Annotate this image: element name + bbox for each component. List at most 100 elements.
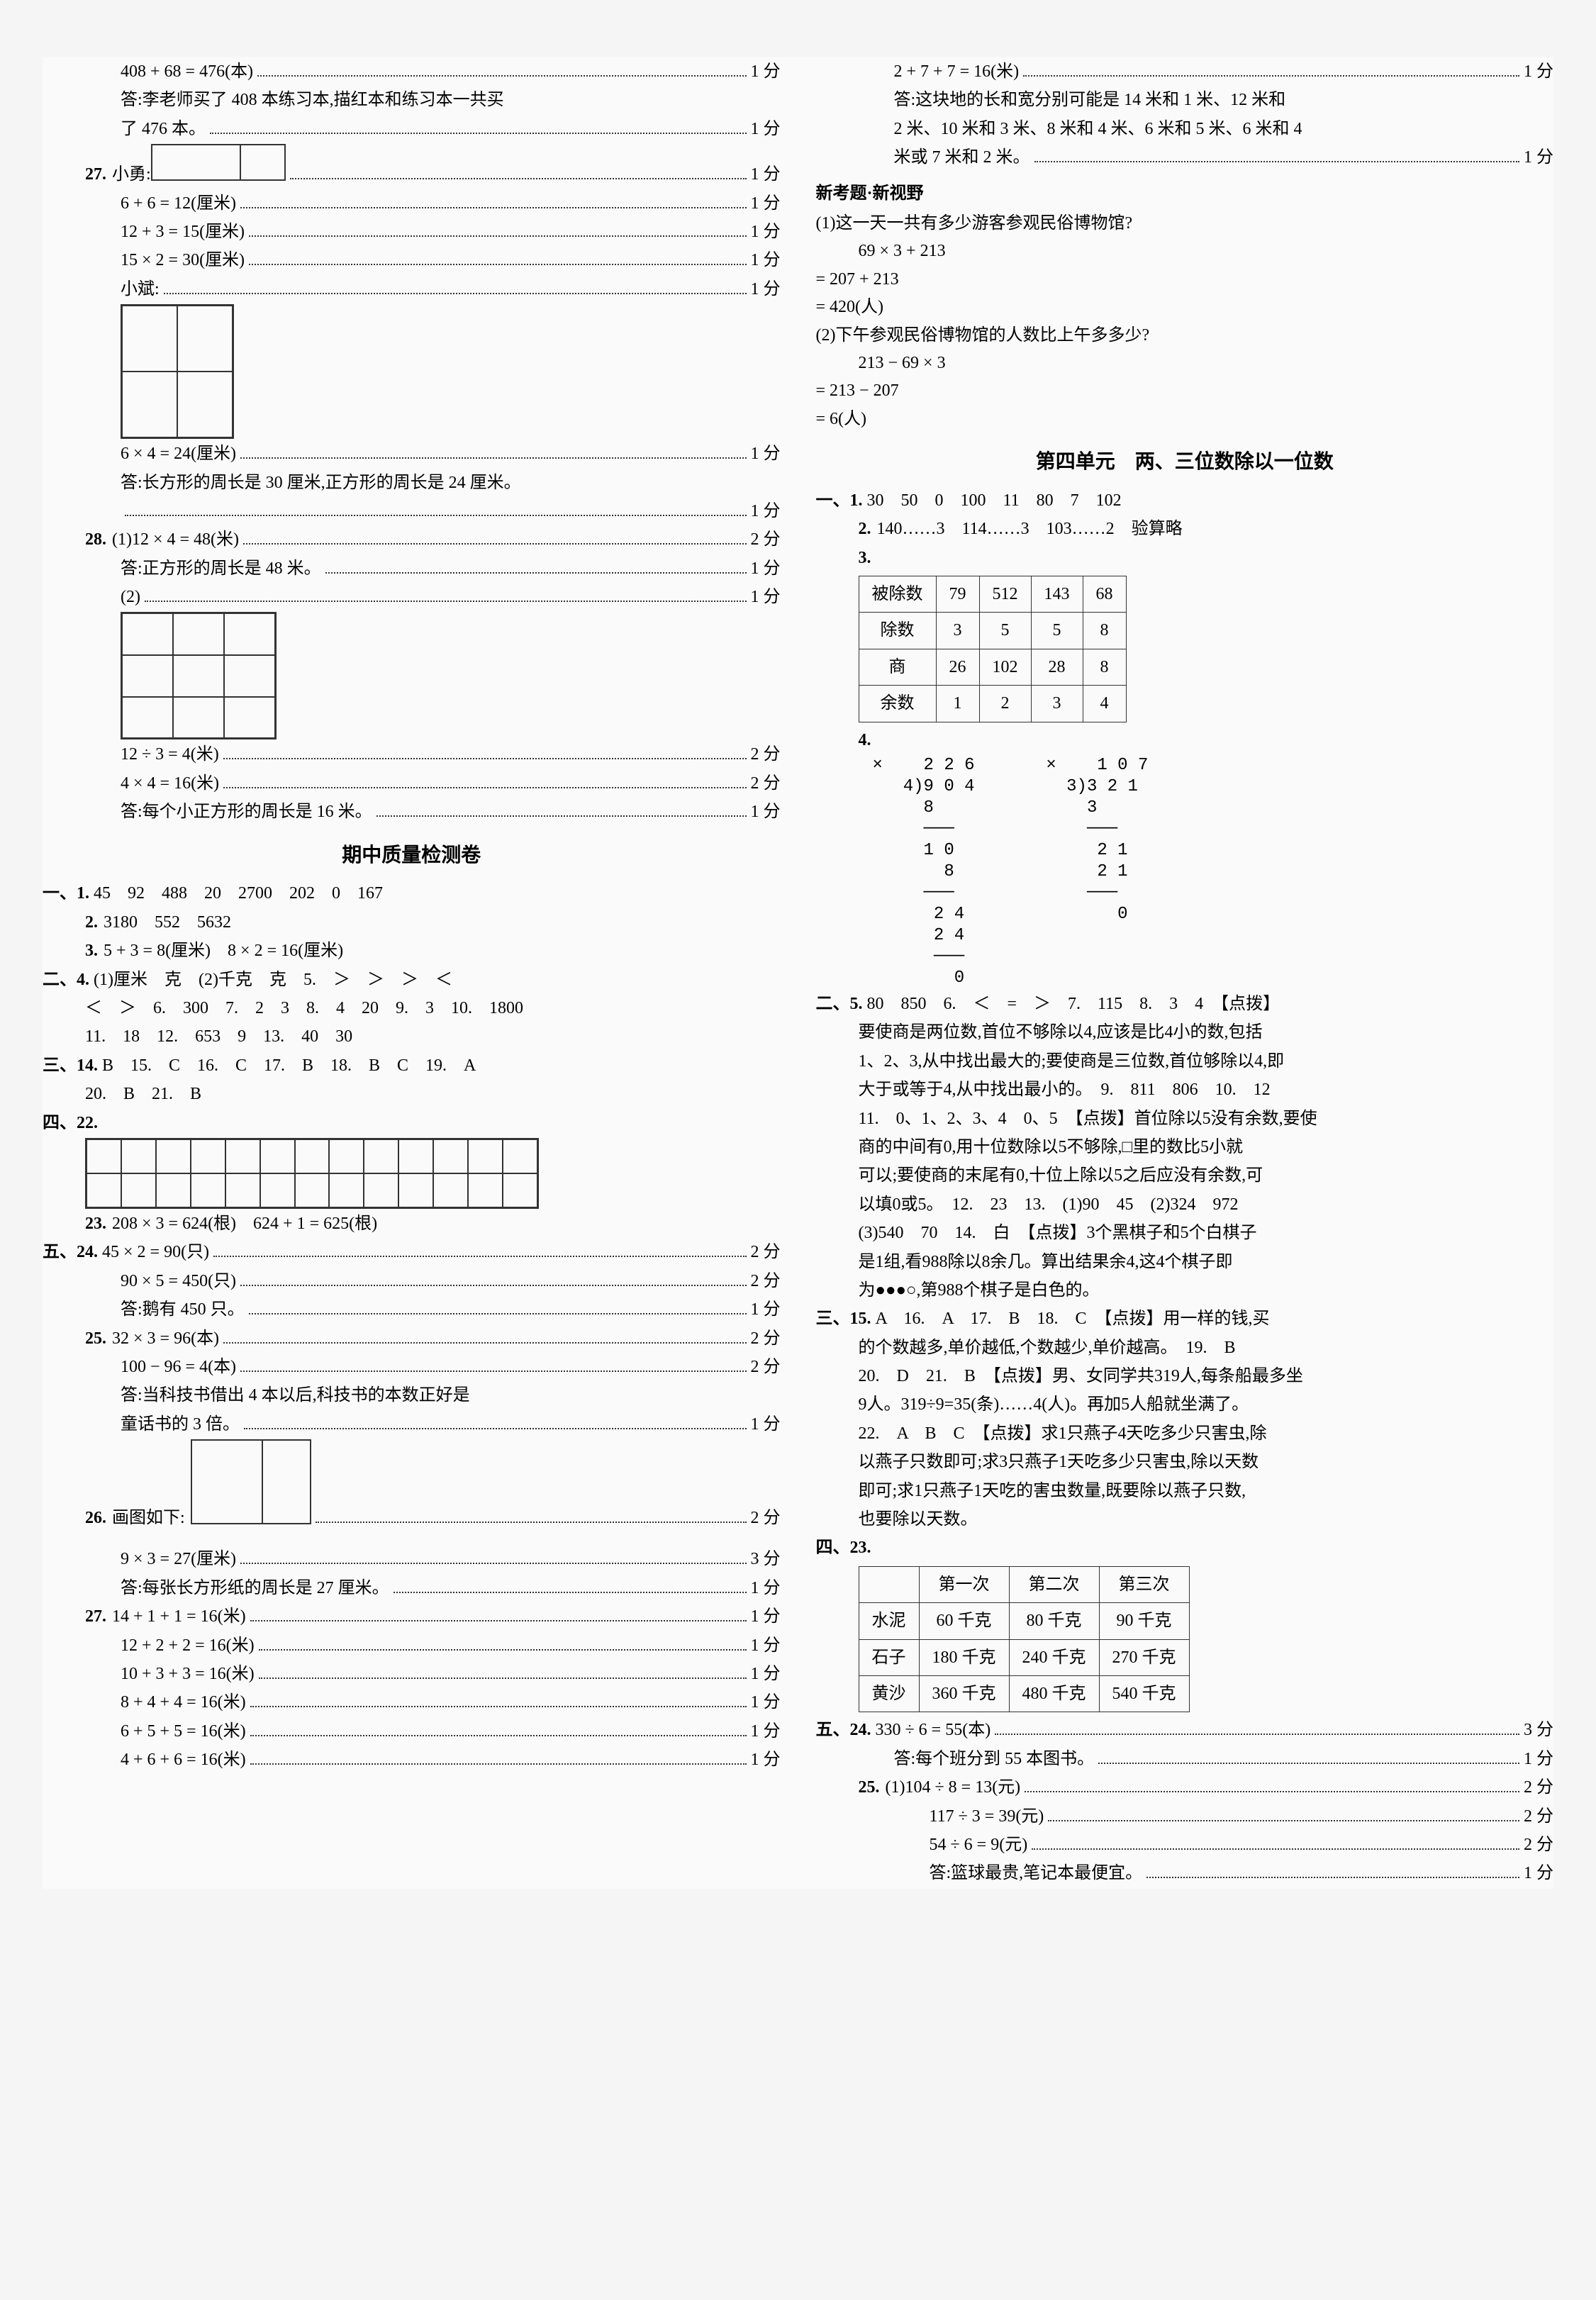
text: 可以;要使商的末尾有0,十位上除以5之后应没有余数,可 <box>859 1162 1263 1189</box>
score: 1 分 <box>751 798 781 825</box>
text: 22. A B C 【点拨】求1只燕子4天吃多少只害虫,除 <box>859 1420 1267 1447</box>
text: 408 + 68 = 476(本) <box>121 58 253 85</box>
score: 1 分 <box>1524 1746 1553 1773</box>
q-num: 3. <box>859 545 871 571</box>
q25: 25.(1)104 ÷ 8 = 13(元)2 分 <box>816 1774 1554 1801</box>
score: 3 分 <box>751 1546 781 1573</box>
text-line: 9人。319÷9=35(条)……4(人)。再加5人船就坐满了。 <box>816 1391 1554 1418</box>
calc-line: 4 × 4 = 16(米)2 分 <box>43 770 781 797</box>
score: 2 分 <box>1524 1774 1553 1801</box>
text: 2 + 7 + 7 = 16(米) <box>894 58 1020 85</box>
text-line: 可以;要使商的末尾有0,十位上除以5之后应没有余数,可 <box>816 1162 1554 1189</box>
score: 1 分 <box>751 1718 781 1745</box>
text: 即可;求1只燕子1天吃的害虫数量,既要除以燕子只数, <box>859 1478 1246 1505</box>
calc-line: 213 − 69 × 3 <box>816 350 1554 376</box>
subsection-title: 新考题·新视野 <box>816 180 1554 207</box>
score: 1 分 <box>751 276 781 303</box>
cell: 60 千克 <box>919 1603 1009 1639</box>
cell: 540 千克 <box>1099 1675 1189 1712</box>
text: 54 ÷ 6 = 9(元) <box>930 1831 1028 1858</box>
text: 画图如下: <box>112 1505 185 1531</box>
section-1: 一、1. 45 92 488 20 2700 202 0 167 <box>43 880 781 907</box>
calc-line: 15 × 2 = 30(厘米)1 分 <box>43 247 781 274</box>
cell: 4 <box>1083 686 1126 722</box>
text: 童话书的 3 倍。 <box>121 1411 240 1438</box>
text-line: 大于或等于4,从中找出最小的。 9. 811 806 10. 12 <box>816 1076 1554 1103</box>
cell: 石子 <box>859 1639 919 1675</box>
rect-diagram <box>191 1439 311 1524</box>
score: 1 分 <box>751 116 781 143</box>
calc-line: 10 + 3 + 3 = 16(米)1 分 <box>43 1660 781 1687</box>
calc-line: 69 × 3 + 213 <box>816 238 1554 264</box>
answer-line: 答:当科技书借出 4 本以后,科技书的本数正好是 <box>43 1382 781 1409</box>
text-line: 20. B 21. B <box>43 1081 781 1107</box>
sec-num: 一、1. <box>43 880 89 907</box>
calc-line: 12 + 3 = 15(厘米)1 分 <box>43 218 781 245</box>
score: 1 分 <box>751 584 781 610</box>
unit-title: 第四单元 两、三位数除以一位数 <box>816 447 1554 479</box>
text: 9 × 3 = 27(厘米) <box>121 1546 236 1573</box>
table-row: 除数3558 <box>859 613 1126 649</box>
text: 大于或等于4,从中找出最小的。 9. 811 806 10. 12 <box>859 1076 1271 1103</box>
score: 1 分 <box>751 498 781 525</box>
long-division: × 2 2 6 × 1 0 7 4)9 0 4 3)3 2 1 8 3 ─── … <box>873 755 1554 989</box>
q-num: 23. <box>85 1210 106 1237</box>
text: B 15. C 16. C 17. B 18. B C 19. A <box>102 1052 476 1079</box>
table-row: 商26102288 <box>859 649 1126 685</box>
text: 6 × 4 = 24(厘米) <box>121 440 236 467</box>
text: 12 + 3 = 15(厘米) <box>121 218 245 245</box>
q28: 28.(1)12 × 4 = 48(米)2 分 <box>43 526 781 553</box>
sec-num: 四、22. <box>43 1110 98 1137</box>
q-num: 2. <box>859 515 871 542</box>
text-line: 11. 18 12. 653 9 13. 40 30 <box>43 1023 781 1050</box>
section-3: 三、15. A 16. A 17. B 18. C 【点拨】用一样的钱,买 <box>816 1305 1554 1332</box>
text: 也要除以天数。 <box>859 1506 978 1533</box>
text: 答:鹅有 450 只。 <box>121 1296 245 1323</box>
text: (3)540 70 14. 白 【点拨】3个黑棋子和5个白棋子 <box>859 1219 1257 1246</box>
answer-line: 答:鹅有 450 只。1 分 <box>43 1296 781 1323</box>
score: 2 分 <box>751 1325 781 1352</box>
score: 2 分 <box>751 1505 781 1531</box>
text: 米或 7 米和 2 米。 <box>894 144 1030 171</box>
text-line: (3)540 70 14. 白 【点拨】3个黑棋子和5个白棋子 <box>816 1219 1554 1246</box>
cell: 被除数 <box>859 576 936 613</box>
cell: 商 <box>859 649 936 685</box>
cell: 3 <box>936 613 979 649</box>
cell: 240 千克 <box>1009 1639 1099 1675</box>
score: 1 分 <box>751 190 781 217</box>
text: 208 × 3 = 624(根) 624 + 1 = 625(根) <box>112 1210 377 1237</box>
text: 8 + 4 + 4 = 16(米) <box>121 1689 246 1716</box>
text: 15 × 2 = 30(厘米) <box>121 247 245 274</box>
calc-line: 408 + 68 = 476(本)1 分 <box>43 58 781 85</box>
sec-num: 二、4. <box>43 966 89 993</box>
text: 6 + 5 + 5 = 16(米) <box>121 1718 246 1745</box>
materials-table: 第一次第二次第三次 水泥60 千克80 千克90 千克 石子180 千克240 … <box>859 1566 1190 1713</box>
calc-line: 4 + 6 + 6 = 16(米)1 分 <box>43 1746 781 1773</box>
text: = 420(人) <box>816 294 884 320</box>
calc-line: 54 ÷ 6 = 9(元)2 分 <box>816 1831 1554 1858</box>
text: = 213 − 207 <box>816 377 899 404</box>
cell: 第一次 <box>919 1566 1009 1602</box>
score: 2 分 <box>751 1353 781 1380</box>
text: 69 × 3 + 213 <box>859 238 946 264</box>
cell: 2 <box>979 686 1031 722</box>
score: 1 分 <box>751 161 781 188</box>
calc-line: 6 + 6 = 12(厘米) 1 分 <box>43 190 781 217</box>
section-4: 四、22. <box>43 1110 781 1137</box>
text-line: 即可;求1只燕子1天吃的害虫数量,既要除以燕子只数, <box>816 1478 1554 1505</box>
calc-line: 6 + 5 + 5 = 16(米) 1 分 <box>43 1718 781 1745</box>
calc-line: = 213 − 207 <box>816 377 1554 404</box>
cell: 3 <box>1031 686 1083 722</box>
division-table: 被除数7951214368 除数3558 商26102288 余数1234 <box>859 576 1127 722</box>
text: 是1组,看988除以8余几。算出结果余4,这4个棋子即 <box>859 1249 1233 1275</box>
q-num: 2. <box>85 909 98 936</box>
grid-3x3 <box>43 612 781 739</box>
score: 1 分 <box>751 555 781 582</box>
text-line: 商的中间有0,用十位数除以5不够除,□里的数比5小就 <box>816 1134 1554 1161</box>
cell: 余数 <box>859 686 936 722</box>
text: 6 + 6 = 12(厘米) <box>121 190 236 217</box>
text: 4 + 6 + 6 = 16(米) <box>121 1746 246 1773</box>
table-row: 黄沙360 千克480 千克540 千克 <box>859 1675 1189 1712</box>
cell: 79 <box>936 576 979 613</box>
score: 2 分 <box>751 1268 781 1295</box>
